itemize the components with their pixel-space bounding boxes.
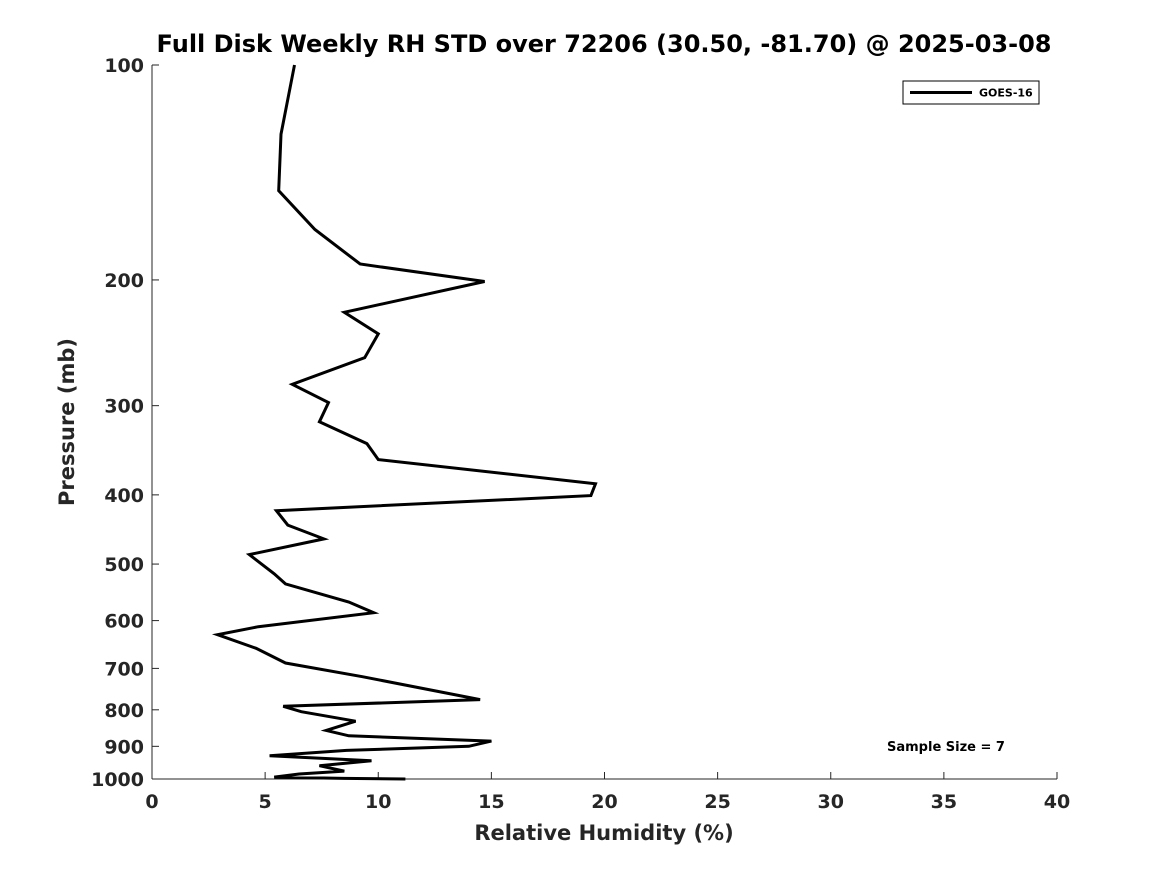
x-tick-label: 0 [145,791,158,813]
y-tick-label: 700 [104,658,144,680]
x-tick-label: 30 [818,791,844,813]
legend: GOES-16 [902,80,1040,105]
x-tick-label: 5 [259,791,272,813]
y-tick-label: 800 [104,700,144,722]
sample-size-annotation: Sample Size = 7 [887,740,1005,755]
y-tick-label: 1000 [91,769,144,791]
x-tick-label: 35 [931,791,957,813]
series-layer [211,64,598,781]
x-tick-label: 25 [704,791,730,813]
y-tick-label: 600 [104,611,144,633]
y-tick-label: 400 [104,485,144,507]
legend-label-goes-16: GOES-16 [979,87,1033,100]
x-tick-label: 15 [478,791,504,813]
y-axis-label: Pressure (mb) [55,338,79,506]
plot-background [152,65,1057,779]
y-axis: 100 200 300 400 500 600 700 800 900 1000 [91,55,159,791]
chart-title: Full Disk Weekly RH STD over 72206 (30.5… [157,30,1052,58]
y-tick-label: 500 [104,554,144,576]
y-tick-label: 200 [104,270,144,292]
y-tick-label: 100 [104,55,144,77]
x-axis-label: Relative Humidity (%) [474,821,733,845]
x-tick-label: 40 [1044,791,1070,813]
y-tick-label: 300 [104,396,144,418]
x-tick-label: 10 [365,791,391,813]
y-tick-label: 900 [104,736,144,758]
series-line-goes-16 [211,64,598,781]
x-tick-label: 20 [591,791,617,813]
